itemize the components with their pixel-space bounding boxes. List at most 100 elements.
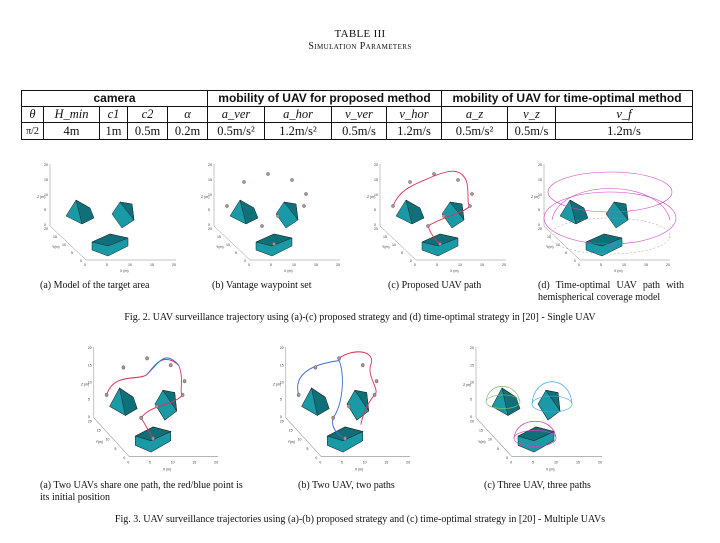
z-tick-label: 0 bbox=[470, 415, 472, 419]
y-tick-label: 15 bbox=[547, 235, 551, 239]
y-axis-label: Y(m) bbox=[216, 245, 224, 249]
building-block-roof bbox=[585, 233, 623, 247]
x-tick-label: 0 bbox=[578, 263, 580, 267]
vantage-waypoint bbox=[242, 180, 246, 184]
header-cell: v_ver bbox=[331, 106, 387, 123]
z-tick-label: 0 bbox=[538, 223, 540, 227]
x-axis-label: X (m) bbox=[355, 467, 363, 471]
x-tick-label: 5 bbox=[270, 263, 272, 267]
fig3-panel-b: 20 15 10 5 0 Z (m) 0 5 10 15 20 20 15 10 5 0 X (m) Y(m) bbox=[272, 340, 420, 475]
z-tick-label: 0 bbox=[374, 223, 376, 227]
y-axis bbox=[475, 417, 513, 457]
y-axis-label: Y(m) bbox=[288, 440, 295, 444]
path-waypoint bbox=[468, 204, 472, 208]
path-waypoint bbox=[408, 180, 412, 184]
building-tower-side bbox=[449, 201, 465, 221]
table-subtitle: Simulation Parameters bbox=[308, 41, 412, 52]
x-tick-label: 0 bbox=[127, 460, 129, 464]
y-tick-label: 5 bbox=[235, 251, 237, 255]
path-waypoint bbox=[296, 392, 301, 397]
z-tick-label: 20 bbox=[280, 346, 284, 350]
y-tick-label: 15 bbox=[383, 235, 387, 239]
z-tick-label: 15 bbox=[280, 363, 284, 367]
building-tower-side bbox=[354, 389, 370, 412]
z-tick-label: 10 bbox=[470, 380, 474, 384]
value-cell: 0.5m/s² bbox=[207, 122, 265, 140]
z-axis-label: Z (m) bbox=[37, 195, 45, 199]
uav-path-red bbox=[338, 351, 377, 425]
header-cell: θ bbox=[21, 106, 44, 123]
path-waypoint bbox=[104, 392, 109, 397]
y-axis bbox=[49, 225, 87, 261]
y-tick-label: 5 bbox=[115, 447, 117, 451]
plot-group: 20 15 10 5 0 Z (m) 0 5 10 15 20 20 15 10 5 0 X (m) Y(m) bbox=[81, 346, 219, 471]
fig3-caption: Fig. 3. UAV surveillance trajectories us… bbox=[114, 514, 606, 525]
y-tick-label: 0 bbox=[80, 259, 82, 263]
x-axis-label: X (m) bbox=[120, 269, 129, 273]
x-tick-label: 20 bbox=[666, 263, 670, 267]
z-axis-label: Z (m) bbox=[367, 195, 375, 199]
y-tick-label: 5 bbox=[401, 251, 403, 255]
path-waypoint bbox=[337, 356, 341, 361]
x-tick-label: 10 bbox=[363, 460, 367, 464]
z-tick-label: 5 bbox=[44, 208, 46, 212]
z-tick-label: 15 bbox=[208, 178, 212, 182]
value-cell: 0.5m/s² bbox=[441, 122, 508, 140]
y-tick-label: 15 bbox=[289, 428, 293, 432]
y-tick-label: 10 bbox=[298, 437, 302, 441]
hemisphere-base bbox=[549, 217, 671, 255]
header-cell: v_hor bbox=[386, 106, 442, 123]
fig2-caption-b: (b) Vantage waypoint set bbox=[212, 280, 312, 291]
x-tick-label: 15 bbox=[192, 460, 196, 464]
path-waypoint bbox=[391, 204, 395, 208]
path-waypoint bbox=[139, 415, 143, 420]
z-tick-label: 10 bbox=[44, 193, 48, 197]
z-axis-label: Z (m) bbox=[463, 383, 472, 387]
building-tower-side bbox=[545, 389, 561, 412]
vantage-waypoint bbox=[272, 242, 276, 246]
z-tick-label: 0 bbox=[208, 223, 210, 227]
z-tick-label: 0 bbox=[280, 415, 282, 419]
path-waypoint bbox=[145, 356, 149, 361]
x-tick-label: 20 bbox=[172, 263, 176, 267]
x-tick-label: 20 bbox=[406, 460, 410, 464]
z-tick-label: 15 bbox=[470, 363, 474, 367]
y-tick-label: 20 bbox=[44, 227, 48, 231]
vantage-waypoint bbox=[260, 224, 264, 228]
building-pyramid-side bbox=[75, 199, 95, 225]
value-row: π/2 4m 1m 0.5m 0.2m 0.5m/s² 1.2m/s² 0.5m… bbox=[21, 122, 693, 140]
z-tick-label: 15 bbox=[538, 178, 542, 182]
y-tick-label: 0 bbox=[123, 456, 125, 460]
header-cell: H_min bbox=[43, 106, 100, 123]
z-tick-label: 20 bbox=[374, 163, 378, 167]
y-tick-label: 0 bbox=[506, 456, 508, 460]
building-pyramid-side bbox=[119, 387, 138, 416]
path-waypoint bbox=[432, 172, 436, 176]
y-tick-label: 5 bbox=[71, 251, 73, 255]
parameters-table: camera mobility of UAV for proposed meth… bbox=[21, 90, 693, 140]
z-tick-label: 5 bbox=[280, 397, 282, 401]
y-tick-label: 15 bbox=[217, 235, 221, 239]
x-tick-label: 10 bbox=[458, 263, 462, 267]
x-tick-label: 20 bbox=[336, 263, 340, 267]
path-waypoint bbox=[151, 436, 155, 441]
hemisphere-green bbox=[485, 386, 521, 402]
x-tick-label: 0 bbox=[319, 460, 321, 464]
header-cell: c2 bbox=[127, 106, 168, 123]
fig2d-plot: 20 15 10 5 0 Z (m) 0 5 10 15 20 20 15 10 5 0 X (m) Y(m) bbox=[531, 163, 677, 273]
y-axis-label: Y(m) bbox=[96, 440, 103, 444]
z-tick-label: 10 bbox=[88, 380, 92, 384]
hemisphere-cyan bbox=[531, 381, 573, 405]
y-axis bbox=[543, 225, 581, 261]
y-tick-label: 15 bbox=[97, 428, 101, 432]
y-tick-label: 0 bbox=[244, 259, 246, 263]
path-waypoint bbox=[180, 392, 185, 397]
path-waypoint bbox=[155, 404, 159, 409]
z-tick-label: 5 bbox=[374, 208, 376, 212]
x-axis-label: X (m) bbox=[450, 269, 459, 273]
x-tick-label: 5 bbox=[341, 460, 343, 464]
x-tick-label: 15 bbox=[384, 460, 388, 464]
fig2-caption: Fig. 2. UAV surveillance trajectory usin… bbox=[124, 312, 596, 323]
x-tick-label: 15 bbox=[314, 263, 318, 267]
x-tick-label: 15 bbox=[480, 263, 484, 267]
